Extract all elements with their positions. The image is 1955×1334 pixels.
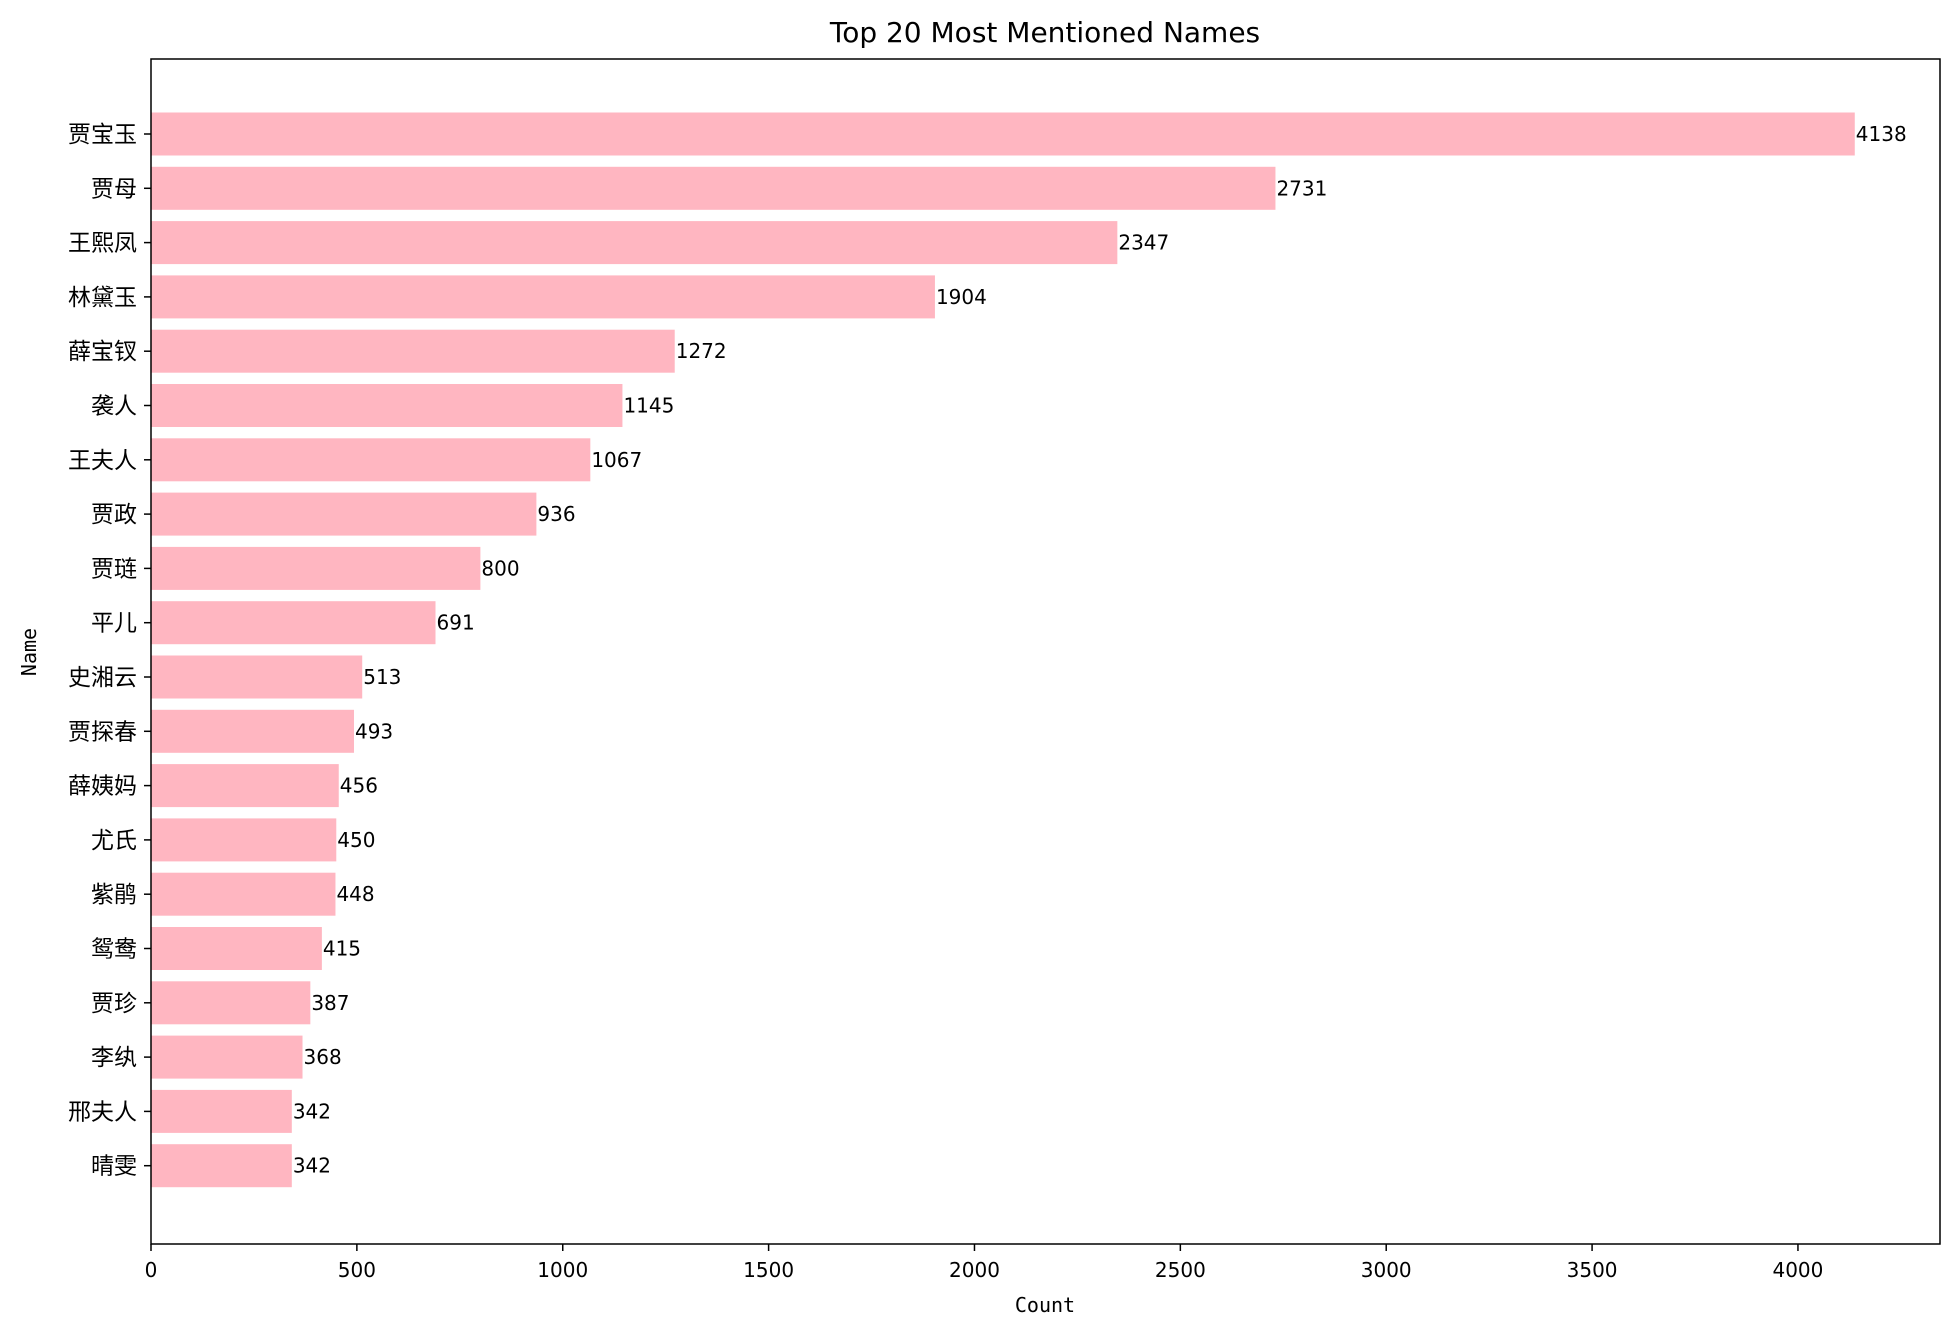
x-tick-label: 500 xyxy=(338,1258,376,1282)
x-axis-label: Count xyxy=(1015,1293,1075,1317)
plot-frame xyxy=(150,58,1941,1245)
bar xyxy=(151,872,336,916)
bar-value-label: 342 xyxy=(293,1154,331,1178)
y-tick-label: 王夫人 xyxy=(68,448,137,474)
y-tick-label: 平儿 xyxy=(91,611,137,637)
x-tick-label: 3000 xyxy=(1361,1258,1412,1282)
bar xyxy=(151,329,675,373)
bar-value-label: 387 xyxy=(311,991,349,1015)
bar-value-label: 800 xyxy=(481,556,519,580)
y-tick-label: 贾珍 xyxy=(91,991,137,1017)
bar xyxy=(151,927,322,970)
bar-value-label: 456 xyxy=(340,774,378,798)
bar xyxy=(151,1089,292,1133)
y-tick-label: 贾宝玉 xyxy=(68,122,137,148)
bar xyxy=(151,981,311,1025)
bar xyxy=(151,709,354,753)
bar-value-label: 936 xyxy=(537,502,575,526)
bar xyxy=(151,546,481,590)
y-tick-label: 林黛玉 xyxy=(68,285,137,311)
bar xyxy=(151,601,436,645)
bar xyxy=(151,1035,303,1079)
x-axis-ticks: 0 500 1000 1500 2000 2500 3000 3500 4000 xyxy=(145,1244,1823,1282)
y-axis-ticks: 贾宝玉贾母王熙凤林黛玉薛宝钗袭人王夫人贾政贾琏平儿史湘云贾探春薛姨妈尤氏紫鹃鸳鸯… xyxy=(68,122,151,1180)
chart-title: Top 20 Most Mentioned Names xyxy=(829,16,1260,49)
bar-value-label: 368 xyxy=(304,1045,342,1069)
bar-value-label: 1067 xyxy=(591,448,642,472)
bar-value-label: 691 xyxy=(437,611,475,635)
bar-value-label: 1272 xyxy=(676,339,727,363)
bar xyxy=(151,166,1276,210)
x-tick-label: 4000 xyxy=(1772,1258,1823,1282)
y-tick-label: 史湘云 xyxy=(68,665,137,691)
x-tick-label: 2500 xyxy=(1155,1258,1206,1282)
data-labels-group: 4138 2731 2347 1904 1272 1145 1067 936 800 691 513… xyxy=(293,122,1907,1178)
x-tick-label: 2000 xyxy=(949,1258,1000,1282)
bar xyxy=(151,655,363,699)
x-tick-label: 0 xyxy=(145,1258,158,1282)
bar-value-label: 2731 xyxy=(1276,176,1327,200)
y-tick-label: 贾琏 xyxy=(91,556,137,582)
y-tick-label: 邢夫人 xyxy=(68,1099,137,1125)
bar-value-label: 342 xyxy=(293,1099,331,1123)
bar xyxy=(151,221,1118,265)
bar-value-label: 450 xyxy=(337,828,375,852)
y-axis-label: Name xyxy=(17,628,41,676)
y-tick-label: 紫鹃 xyxy=(91,882,137,908)
bar-value-label: 448 xyxy=(336,882,374,906)
bar xyxy=(151,492,537,536)
bar-value-label: 1904 xyxy=(936,285,987,309)
bar xyxy=(151,818,337,862)
y-tick-label: 鸳鸯 xyxy=(91,937,137,963)
y-tick-label: 尤氏 xyxy=(91,828,137,854)
y-tick-label: 袭人 xyxy=(91,394,137,420)
y-tick-label: 王熙凤 xyxy=(68,231,137,257)
y-tick-label: 贾母 xyxy=(91,176,137,202)
bar xyxy=(151,112,1855,156)
bar-value-label: 513 xyxy=(363,665,401,689)
bar xyxy=(151,275,935,319)
bar xyxy=(151,1144,292,1188)
bar xyxy=(151,764,339,808)
y-tick-label: 晴雯 xyxy=(91,1154,137,1180)
y-tick-label: 贾探春 xyxy=(68,719,137,745)
x-tick-label: 1000 xyxy=(537,1258,588,1282)
y-tick-label: 李纨 xyxy=(91,1045,137,1071)
bar-value-label: 2347 xyxy=(1118,231,1169,255)
bar-value-label: 415 xyxy=(323,937,361,961)
x-tick-label: 3500 xyxy=(1567,1258,1618,1282)
bar-value-label: 1145 xyxy=(623,394,674,418)
y-tick-label: 贾政 xyxy=(91,502,137,528)
x-tick-label: 1500 xyxy=(743,1258,794,1282)
bar-value-label: 493 xyxy=(355,719,393,743)
bar xyxy=(151,384,623,427)
y-tick-label: 薛宝钗 xyxy=(68,339,137,365)
y-tick-label: 薛姨妈 xyxy=(68,774,137,800)
bar xyxy=(151,438,591,482)
bar-value-label: 4138 xyxy=(1856,122,1907,146)
bars-group xyxy=(151,112,1855,1188)
